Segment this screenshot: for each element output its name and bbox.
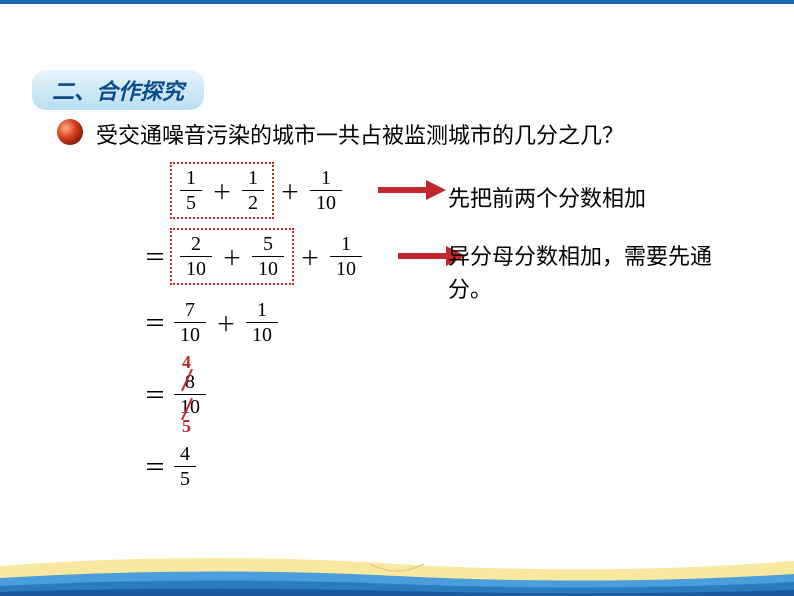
beach-footer <box>0 546 794 596</box>
math-line-3: ＝ 7 10 ＋ 1 10 <box>140 292 466 352</box>
fraction: 1 10 <box>310 166 342 215</box>
math-line-4: ＝ 4 8 10 5 <box>140 358 466 430</box>
fraction: 5 10 <box>252 232 284 281</box>
arrow-icon <box>376 178 446 202</box>
fraction: 7 10 <box>174 298 206 347</box>
fraction: 4 5 <box>174 442 196 491</box>
bullet-icon <box>56 118 84 146</box>
fraction: 2 10 <box>180 232 212 281</box>
math-work: 1 5 ＋ 1 2 ＋ 1 10 ＝ <box>140 160 466 502</box>
note-1: 先把前两个分数相加 <box>448 182 646 215</box>
math-line-5: ＝ 4 5 <box>140 436 466 496</box>
fraction-cancel: 4 8 10 5 <box>174 370 206 419</box>
math-line-2: ＝ 2 10 ＋ 5 10 ＋ 1 10 <box>140 226 466 286</box>
note-2: 异分母分数相加，需要先通分。 <box>448 240 748 306</box>
fraction: 1 10 <box>246 298 278 347</box>
fraction: 1 10 <box>330 232 362 281</box>
section-title: 二、合作探究 <box>32 70 204 110</box>
math-line-1: 1 5 ＋ 1 2 ＋ 1 10 <box>140 160 466 220</box>
dotted-box-1: 1 5 ＋ 1 2 <box>170 162 274 219</box>
top-border <box>0 0 794 4</box>
fraction: 1 2 <box>242 166 264 215</box>
question-text: 受交通噪音污染的城市一共占被监测城市的几分之几？ <box>96 118 624 150</box>
dotted-box-2: 2 10 ＋ 5 10 <box>170 228 294 285</box>
fraction: 1 5 <box>180 166 202 215</box>
